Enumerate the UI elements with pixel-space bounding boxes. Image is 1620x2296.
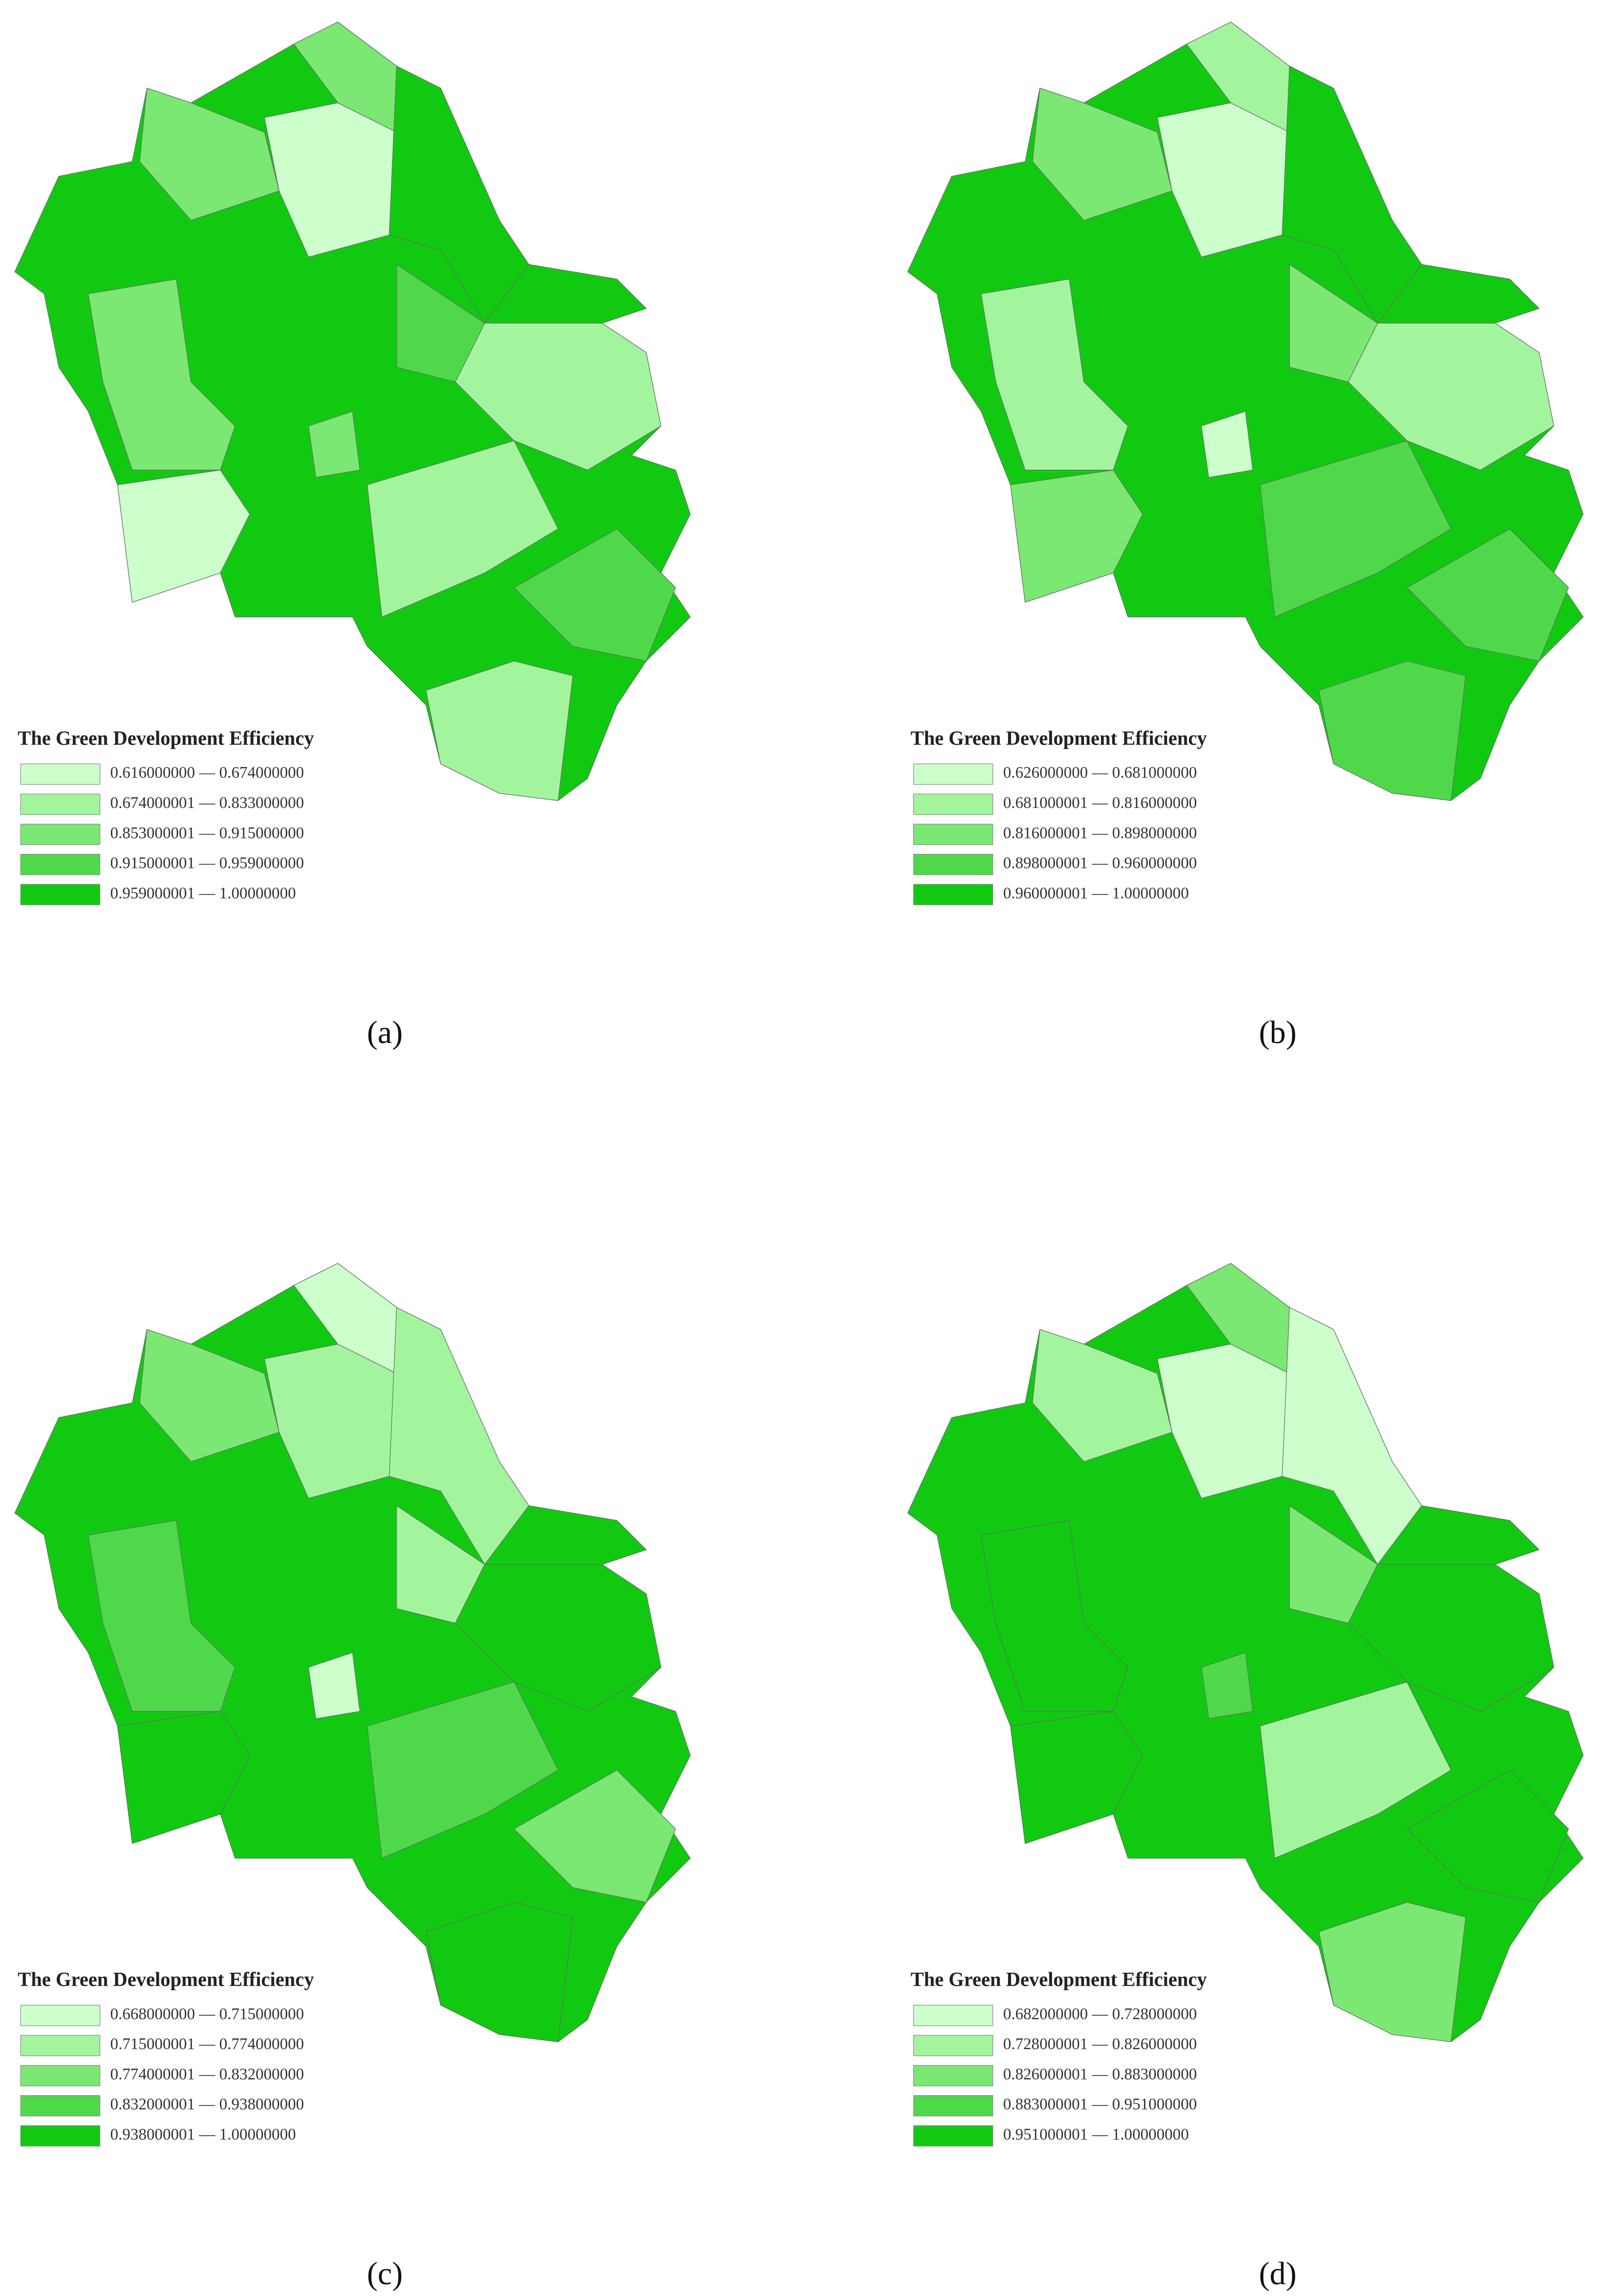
region [1348, 323, 1555, 471]
region [1406, 528, 1569, 662]
legend-swatch [913, 2005, 994, 2026]
region [1318, 1902, 1466, 2043]
region [308, 411, 361, 478]
legend-swatch [913, 2095, 994, 2117]
legend-item: 0.959000001 — 1.00000000 [110, 884, 296, 902]
legend-swatch [913, 884, 994, 905]
legend-swatch [20, 2005, 100, 2026]
legend-swatch [20, 764, 100, 785]
region [426, 1902, 573, 2043]
legend-item: 0.951000001 — 1.00000000 [1003, 2125, 1189, 2143]
legend-title: The Green Development Efficiency [17, 728, 314, 750]
region [1318, 661, 1466, 801]
legend-swatch [20, 853, 100, 875]
region [117, 470, 250, 603]
legend-item: 0.626000000 — 0.681000000 [1003, 764, 1197, 781]
region [981, 1520, 1128, 1712]
region [367, 1681, 559, 1859]
legend-item: 0.883000001 — 0.951000000 [1003, 2095, 1197, 2113]
panel-label: (b) [1259, 1014, 1296, 1050]
legend-item: 0.816000001 — 0.898000000 [1003, 823, 1197, 841]
region [514, 1769, 676, 1903]
region [426, 661, 573, 801]
region [1201, 1652, 1253, 1719]
legend-item: 0.938000001 — 1.00000000 [110, 2125, 296, 2143]
legend-item: 0.898000001 — 0.960000000 [1003, 854, 1197, 872]
region [1201, 411, 1253, 478]
legend-item: 0.960000001 — 1.00000000 [1003, 884, 1189, 902]
region [117, 1711, 250, 1844]
region [455, 1564, 661, 1712]
legend-item: 0.682000000 — 0.728000000 [1003, 2005, 1197, 2023]
legend-item: 0.616000000 — 0.674000000 [110, 764, 304, 781]
region [1259, 1681, 1452, 1859]
region [1282, 1307, 1422, 1565]
legend-item: 0.715000001 — 0.774000000 [110, 2035, 304, 2053]
region [1259, 440, 1452, 618]
panel-label: (a) [367, 1014, 403, 1050]
legend-swatch [20, 823, 100, 845]
legend-swatch [913, 853, 994, 875]
legend-swatch [913, 823, 994, 845]
region [1282, 65, 1422, 324]
legend-item: 0.826000001 — 0.883000000 [1003, 2065, 1197, 2083]
legend-swatch [913, 2125, 994, 2147]
map-panel: The Green Development Efficiency 0.626000… [907, 21, 1584, 1050]
region [389, 1307, 530, 1565]
map-panel: The Green Development Efficiency 0.682000… [907, 1263, 1584, 2291]
legend-item: 0.832000001 — 0.938000000 [110, 2095, 304, 2113]
legend-swatch [20, 2065, 100, 2087]
legend-swatch [20, 2035, 100, 2056]
region [308, 1652, 361, 1719]
panel-label: (c) [367, 2255, 403, 2291]
legend-item: 0.774000001 — 0.832000000 [110, 2065, 304, 2083]
region [87, 278, 236, 471]
legend-swatch [913, 2065, 994, 2087]
legend-item: 0.853000001 — 0.915000000 [110, 823, 304, 841]
region [1010, 1711, 1143, 1844]
legend-item: 0.668000000 — 0.715000000 [110, 2005, 304, 2023]
legend-title: The Green Development Efficiency [17, 1969, 314, 1991]
region [981, 278, 1128, 471]
legend-item: 0.674000001 — 0.833000000 [110, 793, 304, 811]
region [389, 65, 530, 324]
region [1348, 1564, 1555, 1712]
legend-swatch [20, 2125, 100, 2147]
map-panel: The Green Development Efficiency 0.668000… [14, 1263, 691, 2291]
legend-title: The Green Development Efficiency [911, 728, 1207, 750]
legend-swatch [913, 2035, 994, 2056]
region [514, 528, 676, 662]
legend-item: 0.681000001 — 0.816000000 [1003, 793, 1197, 811]
legend-swatch [913, 764, 994, 785]
region [367, 440, 559, 618]
legend-swatch [20, 793, 100, 815]
region [1010, 470, 1143, 603]
legend-title: The Green Development Efficiency [911, 1969, 1207, 1991]
legend-item: 0.915000001 — 0.959000000 [110, 854, 304, 872]
region [87, 1520, 236, 1712]
legend-item: 0.728000001 — 0.826000000 [1003, 2035, 1197, 2053]
region [1406, 1769, 1569, 1903]
legend-swatch [20, 884, 100, 905]
map-panel: The Green Development Efficiency 0.616000… [14, 21, 691, 1050]
panel-label: (d) [1259, 2255, 1296, 2291]
region [455, 323, 661, 471]
legend-swatch [20, 2095, 100, 2117]
legend-swatch [913, 793, 994, 815]
